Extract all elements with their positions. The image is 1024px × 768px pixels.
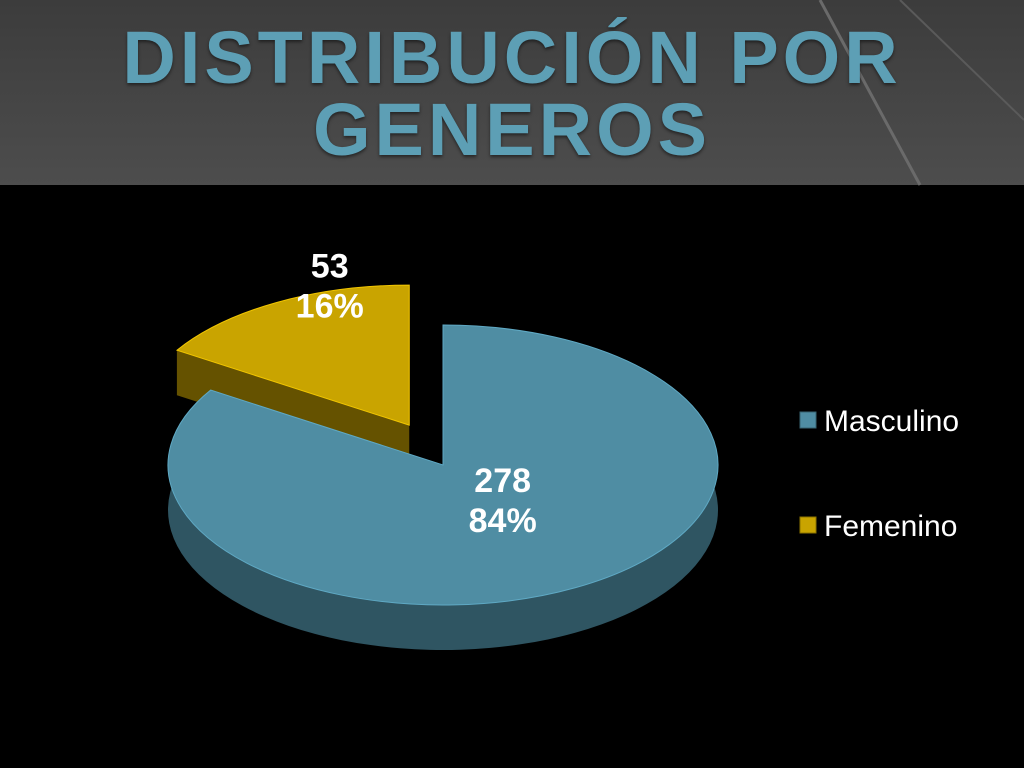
pie-slice: [167, 324, 719, 606]
pie-slice: [175, 284, 410, 426]
legend-swatch: [799, 516, 817, 534]
legend-text: Femenino: [824, 510, 957, 543]
decor-line: [899, 0, 1024, 121]
header-band: [0, 0, 1024, 185]
legend-swatch: [799, 411, 817, 429]
value-label: 278: [474, 462, 531, 500]
chart-title: DISTRIBUCIÓN POR GENEROS: [122, 16, 902, 171]
percent-label: 16%: [296, 287, 364, 325]
percent-label: 84%: [469, 502, 537, 540]
decor-line: [818, 0, 922, 186]
value-label: 53: [311, 247, 349, 285]
legend-text: Masculino: [824, 405, 959, 438]
